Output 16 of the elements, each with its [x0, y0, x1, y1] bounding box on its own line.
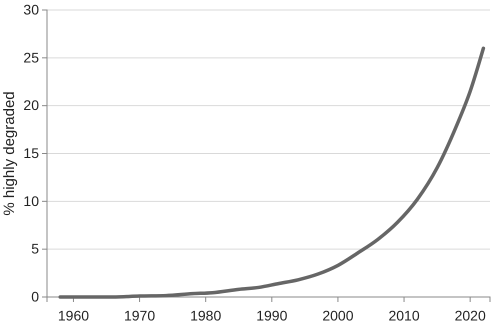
- x-tick-label: 1980: [190, 307, 222, 324]
- x-tick-label: 1960: [58, 307, 90, 324]
- y-tick-label: 15: [23, 144, 40, 161]
- y-tick-label: 25: [23, 49, 40, 66]
- x-tick-label: 2010: [388, 307, 420, 324]
- y-tick-label: 10: [23, 192, 40, 209]
- y-tick-label: 0: [31, 288, 40, 304]
- y-tick-label: 20: [23, 97, 40, 114]
- x-tick-label: 1990: [256, 307, 288, 324]
- y-tick-label: 30: [23, 1, 40, 18]
- x-tick-label: 1970: [124, 307, 156, 324]
- line-series: [58, 46, 486, 299]
- x-tick-label: 2000: [322, 307, 354, 324]
- y-tick-label: 5: [31, 240, 40, 257]
- y-axis-title: % highly degraded: [1, 91, 18, 216]
- x-tick-label: 2020: [454, 307, 486, 324]
